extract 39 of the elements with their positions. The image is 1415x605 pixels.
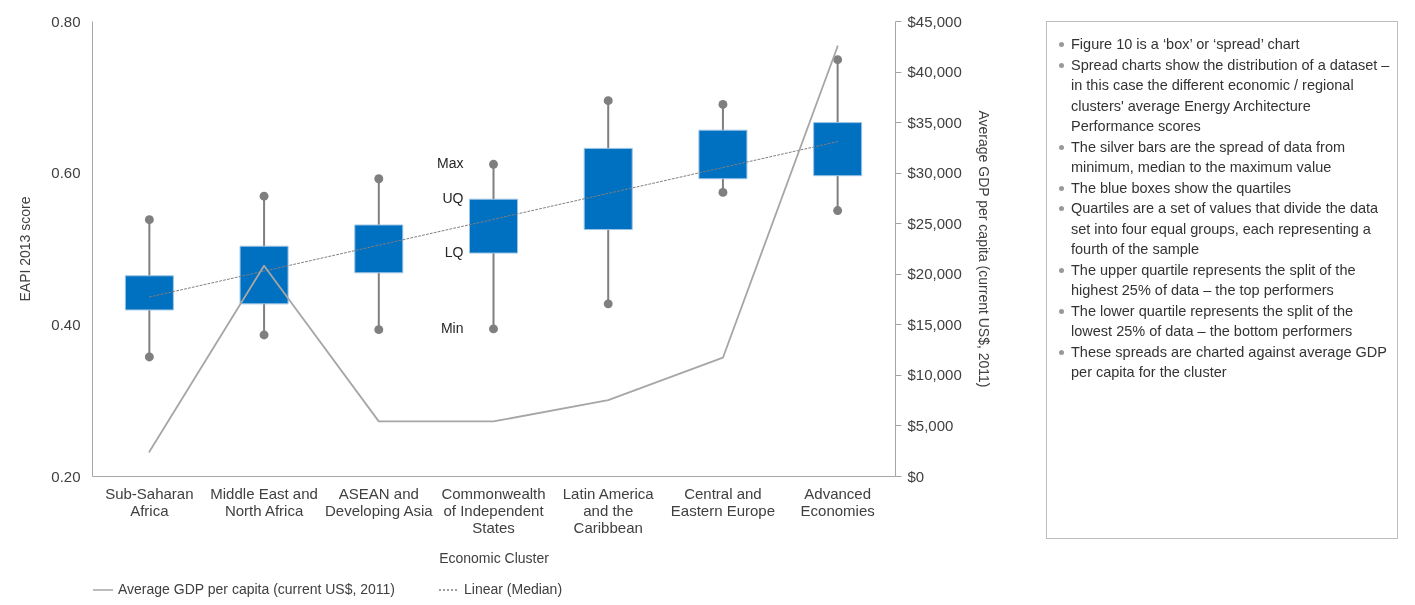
- text: The lower quartile represents the split of the lowest 25% of data – the bottom performers: [1071, 301, 1355, 341]
- annotation: Min: [440, 319, 464, 336]
- y2-tick-label: $30,000: [907, 164, 962, 182]
- x-tick-label: Latin America and the Caribbean: [562, 484, 655, 536]
- y-tick-label: 0.20: [51, 467, 81, 485]
- y2-tick-label: $10,000: [907, 366, 962, 384]
- x-tick-label: Sub-Saharan Africa: [105, 484, 194, 519]
- y2-tick-label: $35,000: [907, 113, 962, 131]
- legend-label: Average GDP per capita (current US$, 2011): [118, 581, 396, 597]
- text: The silver bars are the spread of data from minimum, median to the maximum value: [1071, 137, 1347, 177]
- text: The blue boxes show the quartiles: [1071, 178, 1293, 198]
- annotation: Max: [437, 155, 464, 172]
- y2-tick-label: $20,000: [907, 265, 962, 283]
- text: Quartiles are a set of values that divide the data set into four equal groups, each representing a fourth of the sample: [1071, 199, 1380, 259]
- y-tick-label: 0.40: [51, 315, 81, 333]
- x-tick-label: Central and Eastern Europe: [670, 484, 776, 519]
- x-tick-label: Advanced Economies: [800, 484, 875, 519]
- y2-tick-label: $25,000: [907, 214, 962, 232]
- y-tick-label: 0.80: [51, 12, 81, 30]
- annotation: UQ: [442, 190, 464, 207]
- line-series: [148, 45, 839, 453]
- annotation: LQ: [444, 244, 464, 261]
- y2-tick-label: $0: [907, 467, 925, 485]
- y-tick-label: 0.60: [51, 164, 81, 182]
- y2-tick-label: $5,000: [907, 416, 954, 434]
- x-axis-title: Economic Cluster: [439, 549, 550, 566]
- text: The upper quartile represents the split of the highest 25% of data – the top performers: [1071, 260, 1357, 300]
- x-tick-label: Commonwealth of Independent States: [441, 484, 546, 536]
- x-tick-label: Middle East and North Africa: [210, 484, 318, 519]
- x-tick-label: ASEAN and Developing Asia: [325, 484, 434, 519]
- text: These spreads are charted against average GDP per capita for the cluster: [1071, 342, 1388, 382]
- y2-tick-label: $45,000: [907, 12, 962, 30]
- y2-tick-label: $40,000: [907, 63, 962, 81]
- caption: Figure 10 is a ‘box’ or ‘spread’ chart: [1071, 35, 1301, 54]
- text: Spread charts show the distribution of a dataset – in this case the different economic / regional clusters' average Energy Architecture Performance scores: [1071, 55, 1391, 136]
- legend-label: Linear (Median): [464, 581, 563, 597]
- y-axis-title: EAPI 2013 score: [17, 196, 34, 302]
- y2-axis-title: Average GDP per capita (current US$, 2011): [975, 110, 992, 388]
- y2-tick-label: $15,000: [907, 315, 962, 333]
